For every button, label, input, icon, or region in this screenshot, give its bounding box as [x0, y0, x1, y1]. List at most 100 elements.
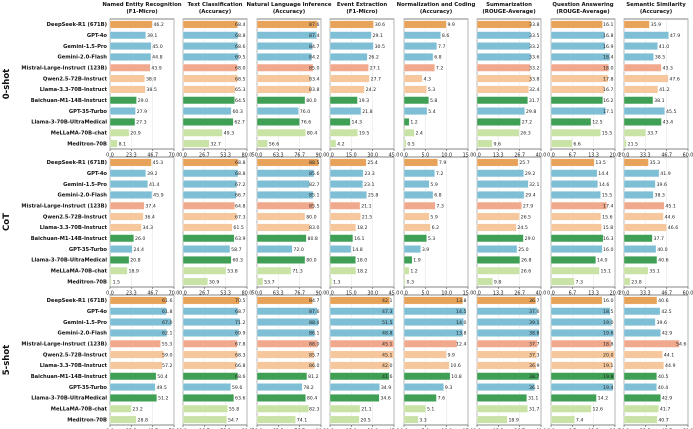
bar — [623, 394, 661, 402]
model-label: Mistral-Large-Instruct (123B) — [21, 204, 107, 210]
bar — [256, 139, 268, 148]
data-label: 60.3 — [232, 258, 242, 264]
bar — [182, 139, 210, 148]
data-label: 53.7 — [264, 279, 274, 285]
bar — [329, 42, 374, 50]
bar — [550, 339, 612, 348]
bar — [182, 212, 237, 221]
bar — [403, 53, 434, 61]
data-label: 25.8 — [368, 193, 378, 199]
model-label: Meditron-70B — [67, 279, 107, 285]
data-label: 68.4 — [235, 22, 245, 28]
tick-label: 33.3 — [640, 153, 651, 159]
data-label: 19.3 — [359, 98, 369, 104]
data-label: 71.2 — [235, 320, 245, 326]
data-label: 44.9 — [665, 363, 675, 369]
data-label: 42.0 — [382, 363, 392, 369]
bar — [256, 180, 310, 188]
bar — [182, 74, 238, 83]
bar — [329, 372, 390, 381]
tick-label: 33.3 — [640, 291, 651, 297]
data-label: 40.4 — [658, 385, 668, 391]
bar — [329, 307, 395, 316]
tick-label: 63.3 — [273, 153, 284, 159]
bar — [329, 180, 364, 188]
data-label: 85.7 — [309, 352, 319, 358]
tick-label: 0.0 — [400, 153, 408, 159]
tick-label: 0.0 — [547, 291, 555, 297]
data-label: 5.9 — [430, 182, 437, 188]
bar — [109, 277, 112, 286]
bar — [329, 107, 362, 115]
data-label: 0.3 — [406, 279, 413, 285]
tick-label: 23.3 — [126, 291, 137, 297]
bar — [329, 128, 358, 137]
bar — [623, 191, 654, 199]
tick-label: 46.7 — [147, 153, 158, 159]
data-label: 3.3 — [419, 417, 426, 423]
column-subtitle: (Accuracy) — [273, 9, 305, 15]
model-label: GPT-35-Turbo — [69, 109, 108, 115]
bar — [550, 256, 596, 264]
data-label: 47.9 — [670, 33, 680, 39]
bar — [329, 53, 368, 61]
data-label: 55.8 — [229, 406, 239, 412]
bar — [403, 128, 415, 137]
bar — [550, 31, 605, 40]
data-label: 83.0 — [309, 225, 319, 231]
data-label: 53.8 — [227, 268, 237, 274]
tick-label: 0.0 — [547, 153, 555, 159]
bar — [623, 128, 647, 137]
data-label: 36.7 — [529, 298, 539, 304]
data-label: 39.6 — [657, 320, 667, 326]
data-label: 18.0 — [357, 258, 367, 264]
data-label: 76.0 — [300, 109, 310, 115]
data-label: 20.5 — [360, 417, 370, 423]
data-label: 36.9 — [529, 363, 539, 369]
model-label: GPT-35-Turbo — [69, 247, 108, 253]
bar — [256, 158, 319, 167]
data-label: 21.5 — [362, 214, 372, 220]
data-label: 7.2 — [436, 171, 443, 177]
data-label: 20.0 — [603, 352, 613, 358]
tick-label: 0.0 — [400, 291, 408, 297]
bar — [329, 266, 357, 275]
bar — [329, 191, 367, 199]
tick-label: 10.0 — [441, 291, 452, 297]
tick-label: 26.7 — [514, 153, 525, 159]
data-label: 5.4 — [428, 109, 435, 115]
data-label: 4.3 — [424, 76, 431, 82]
bar — [476, 180, 529, 188]
data-label: 19.1 — [603, 363, 613, 369]
bar — [182, 361, 237, 370]
bar — [182, 223, 233, 232]
tick-label: 70.0 — [169, 153, 180, 159]
bar — [109, 191, 153, 199]
data-label: 68.8 — [235, 33, 245, 39]
bar — [109, 85, 146, 94]
data-label: 29.1 — [373, 33, 383, 39]
data-label: 29.0 — [138, 98, 148, 104]
bar — [109, 329, 167, 337]
data-label: 18.2 — [357, 225, 367, 231]
tick-label: 20.0 — [610, 291, 621, 297]
data-label: 15.5 — [602, 130, 612, 136]
bar — [182, 118, 234, 126]
bar — [623, 139, 627, 148]
data-label: 7.2 — [436, 65, 443, 71]
bar — [476, 266, 520, 275]
data-label: 38.7 — [529, 374, 539, 380]
bar — [109, 415, 137, 424]
data-label: 61.8 — [162, 309, 172, 315]
bar — [109, 372, 157, 381]
bar — [256, 394, 306, 402]
column-title: Summarization — [486, 2, 532, 8]
data-label: 16.2 — [603, 98, 613, 104]
bar — [329, 20, 374, 29]
bar — [329, 256, 356, 264]
data-label: 25.0 — [518, 247, 528, 253]
bar — [182, 307, 239, 316]
bar — [256, 128, 306, 137]
model-label: Baichuan-M1-14B-Instruct — [31, 98, 108, 104]
data-label: 50.4 — [157, 374, 167, 380]
